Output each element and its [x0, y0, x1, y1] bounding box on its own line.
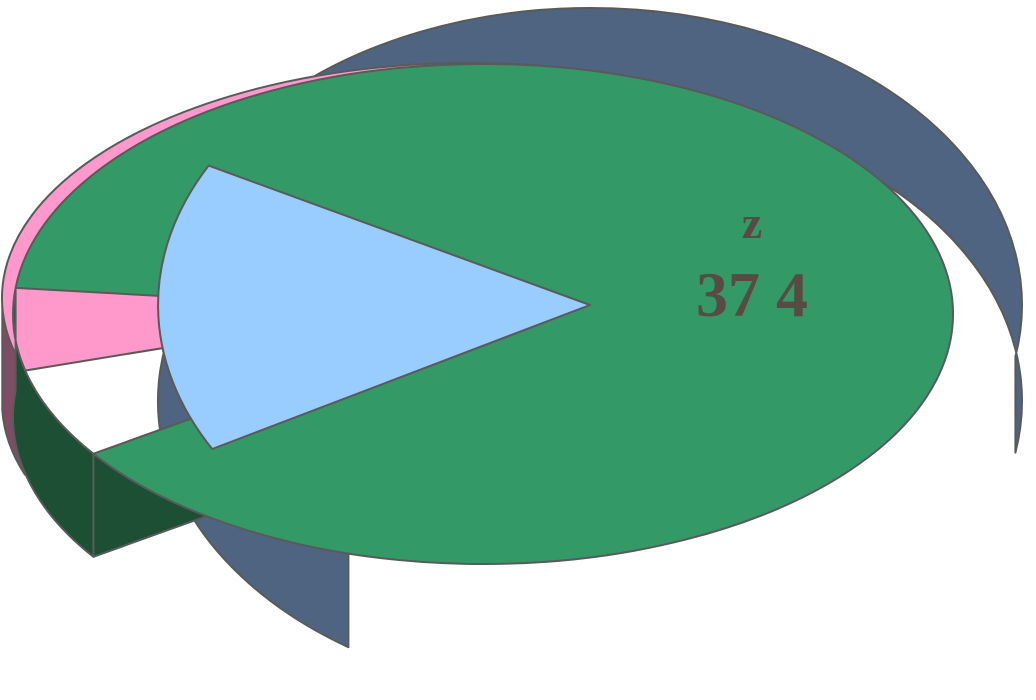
pie-slice-0 [157, 164, 591, 450]
slice-0-label: z [742, 197, 762, 248]
slice-2-rim [12, 286, 95, 558]
slice-0-value-label: 37 4 [696, 259, 808, 330]
